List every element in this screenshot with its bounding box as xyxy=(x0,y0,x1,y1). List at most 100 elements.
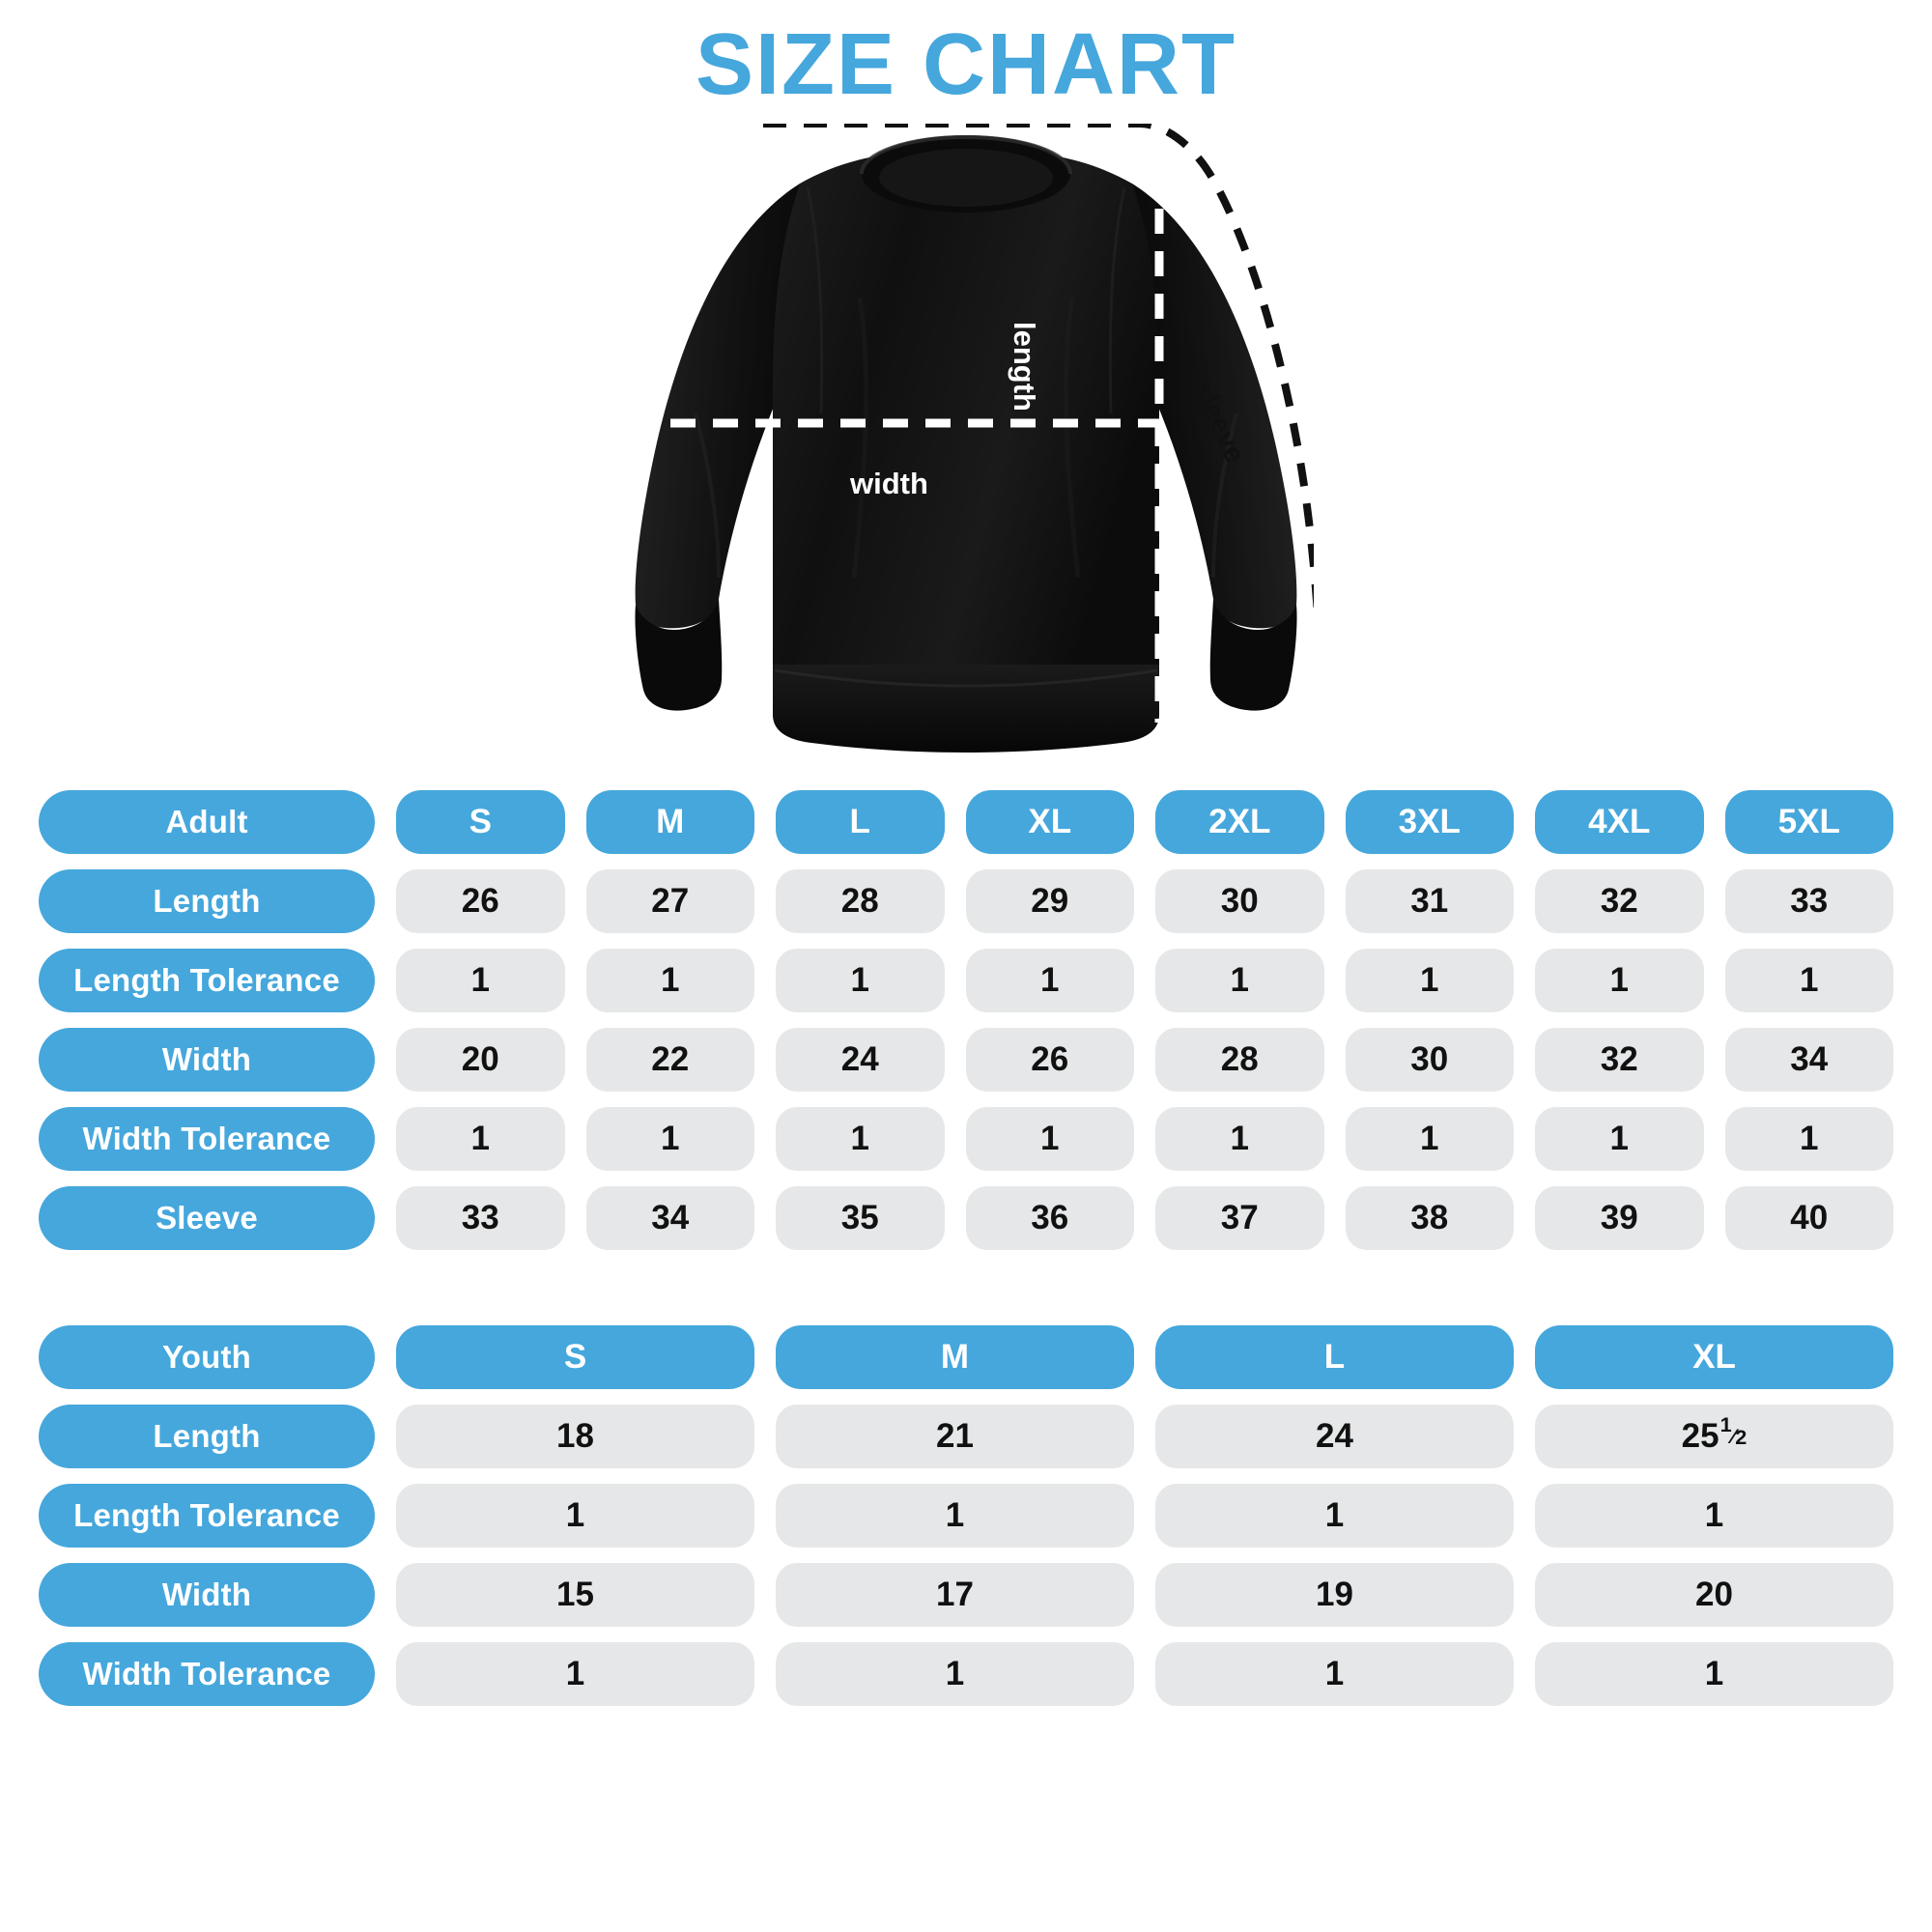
measurement-cell: 20 xyxy=(1535,1563,1893,1627)
row-values: 26 27 28 29 30 31 32 33 xyxy=(396,869,1893,933)
measurement-cell: 1 xyxy=(396,949,565,1012)
measurement-cell: 38 xyxy=(1345,1186,1514,1250)
measurement-cell: 17 xyxy=(776,1563,1134,1627)
adult-row-label: Width Tolerance xyxy=(39,1107,375,1171)
garment-body xyxy=(773,149,1159,703)
measurement-cell: 1 xyxy=(396,1107,565,1171)
left-sleeve xyxy=(635,184,811,629)
bottom-hem xyxy=(773,665,1159,753)
measurement-cell: 37 xyxy=(1155,1186,1324,1250)
adult-size-header-xl: XL xyxy=(965,790,1134,854)
measurement-cell: 21 xyxy=(776,1405,1134,1468)
row-values: 15 17 19 20 xyxy=(396,1563,1893,1627)
measurement-cell: 1 xyxy=(1535,949,1704,1012)
table-row: Width 15 17 19 20 xyxy=(39,1563,1893,1627)
measurement-cell: 35 xyxy=(776,1186,945,1250)
youth-header-row: Youth S M L XL xyxy=(39,1325,1893,1389)
right-cuff xyxy=(1209,599,1297,711)
youth-size-table: Youth S M L XL Length 18 21 24 25 1⁄2 Length Tole… xyxy=(39,1325,1893,1706)
youth-row-label: Width xyxy=(39,1563,375,1627)
garment-illustration: width length sleeve xyxy=(0,114,1932,790)
adult-row-label: Width xyxy=(39,1028,375,1092)
table-row: Width Tolerance 1 1 1 1 1 1 1 1 xyxy=(39,1107,1893,1171)
measurement-cell: 32 xyxy=(1535,869,1704,933)
adult-size-header-3xl: 3XL xyxy=(1345,790,1514,854)
table-row: Width Tolerance 1 1 1 1 xyxy=(39,1642,1893,1706)
measurement-cell: 1 xyxy=(1345,949,1514,1012)
measurement-cell: 31 xyxy=(1345,869,1514,933)
measurement-cell: 29 xyxy=(965,869,1134,933)
adult-row-label: Sleeve xyxy=(39,1186,375,1250)
adult-group-label: Adult xyxy=(39,790,375,854)
adult-size-header-2xl: 2XL xyxy=(1155,790,1324,854)
measurement-cell: 1 xyxy=(1535,1642,1893,1706)
measurement-cell: 1 xyxy=(1155,1642,1514,1706)
measurement-cell: 18 xyxy=(396,1405,754,1468)
measurement-cell: 1 xyxy=(396,1642,754,1706)
measurement-cell: 20 xyxy=(396,1028,565,1092)
youth-size-headers: S M L XL xyxy=(396,1325,1893,1389)
measurement-cell: 1 xyxy=(776,1642,1134,1706)
adult-row-label: Length Tolerance xyxy=(39,949,375,1012)
measurement-cell: 1 xyxy=(585,1107,754,1171)
youth-size-header-m: M xyxy=(776,1325,1134,1389)
adult-size-table: Adult S M L XL 2XL 3XL 4XL 5XL Length 26 27 28 29 30… xyxy=(39,790,1893,1250)
table-row: Length 26 27 28 29 30 31 32 33 xyxy=(39,869,1893,933)
measurement-cell: 1 xyxy=(776,1484,1134,1548)
measurement-cell: 24 xyxy=(1155,1405,1514,1468)
measurement-cell: 1 xyxy=(1155,1107,1324,1171)
length-label: length xyxy=(1008,322,1041,412)
measurement-cell: 1 xyxy=(585,949,754,1012)
youth-row-label: Length xyxy=(39,1405,375,1468)
measurement-cell: 26 xyxy=(396,869,565,933)
adult-header-row: Adult S M L XL 2XL 3XL 4XL 5XL xyxy=(39,790,1893,854)
measurement-cell: 34 xyxy=(1724,1028,1893,1092)
measurement-cell: 28 xyxy=(776,869,945,933)
measurement-cell: 32 xyxy=(1535,1028,1704,1092)
measurement-cell: 1 xyxy=(776,949,945,1012)
measurement-cell: 33 xyxy=(1724,869,1893,933)
measurement-cell: 24 xyxy=(776,1028,945,1092)
adult-size-headers: S M L XL 2XL 3XL 4XL 5XL xyxy=(396,790,1893,854)
table-row: Length Tolerance 1 1 1 1 xyxy=(39,1484,1893,1548)
adult-size-header-l: L xyxy=(776,790,945,854)
youth-row-label: Width Tolerance xyxy=(39,1642,375,1706)
row-values: 33 34 35 36 37 38 39 40 xyxy=(396,1186,1893,1250)
adult-size-header-m: M xyxy=(585,790,754,854)
measurement-cell: 1 xyxy=(1724,949,1893,1012)
measurement-cell: 1 xyxy=(396,1484,754,1548)
youth-row-label: Length Tolerance xyxy=(39,1484,375,1548)
row-values: 20 22 24 26 28 30 32 34 xyxy=(396,1028,1893,1092)
measurement-cell: 1 xyxy=(1535,1107,1704,1171)
measurement-cell: 1 xyxy=(1345,1107,1514,1171)
adult-size-header-s: S xyxy=(396,790,565,854)
measurement-cell: 30 xyxy=(1345,1028,1514,1092)
table-row: Sleeve 33 34 35 36 37 38 39 40 xyxy=(39,1186,1893,1250)
measurement-cell: 30 xyxy=(1155,869,1324,933)
adult-size-header-4xl: 4XL xyxy=(1535,790,1704,854)
measurement-cell: 22 xyxy=(585,1028,754,1092)
measurement-cell: 26 xyxy=(965,1028,1134,1092)
left-cuff xyxy=(635,599,723,711)
measurement-cell: 36 xyxy=(965,1186,1134,1250)
table-row: Length Tolerance 1 1 1 1 1 1 1 1 xyxy=(39,949,1893,1012)
measurement-cell: 25 1⁄2 xyxy=(1535,1405,1893,1468)
measurement-cell: 1 xyxy=(965,1107,1134,1171)
measurement-cell: 34 xyxy=(585,1186,754,1250)
measurement-cell: 27 xyxy=(585,869,754,933)
measurement-cell: 33 xyxy=(396,1186,565,1250)
sweatshirt-graphic xyxy=(618,124,1314,781)
collar-inner xyxy=(879,149,1053,207)
width-label: width xyxy=(850,467,928,500)
right-sleeve xyxy=(1121,184,1297,629)
measurement-cell: 1 xyxy=(1155,949,1324,1012)
measurement-cell: 1 xyxy=(1155,1484,1514,1548)
youth-size-header-s: S xyxy=(396,1325,754,1389)
measurement-cell: 1 xyxy=(1535,1484,1893,1548)
measurement-cell: 19 xyxy=(1155,1563,1514,1627)
row-values: 18 21 24 25 1⁄2 xyxy=(396,1405,1893,1468)
